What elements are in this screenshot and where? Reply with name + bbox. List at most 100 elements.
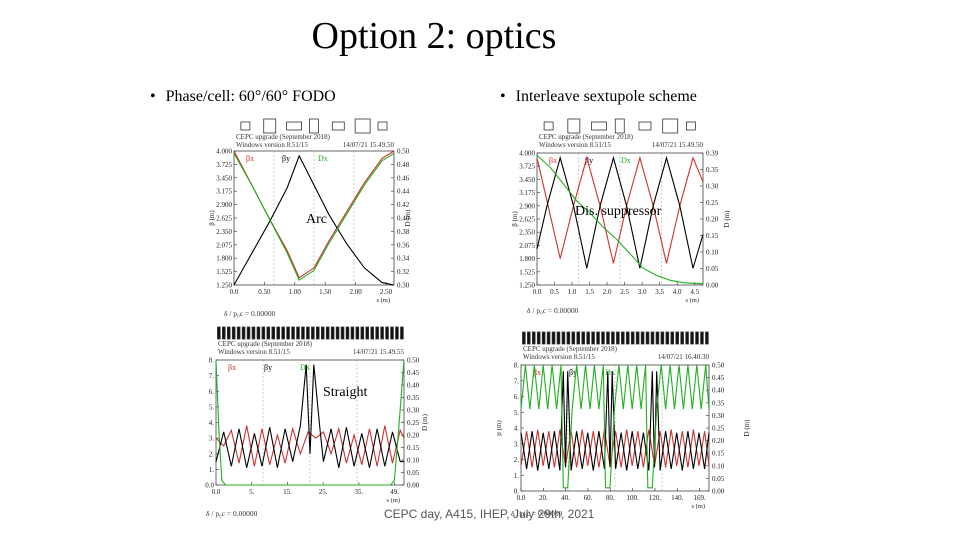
y-left-tick-label: 3.175 bbox=[216, 188, 232, 196]
x-tick-label: 1.50 bbox=[319, 288, 332, 296]
magnet-element bbox=[650, 331, 655, 345]
x-tick-label: 3.0 bbox=[638, 288, 647, 296]
x-tick-label: 100. bbox=[627, 494, 640, 502]
magnet-element bbox=[276, 326, 280, 340]
y-right-axis-label: D (m) bbox=[421, 413, 429, 431]
magnet-element bbox=[551, 331, 556, 345]
y-left-axis-label: β (m) bbox=[511, 211, 519, 227]
y-right-axis-label: D (m) bbox=[743, 419, 751, 437]
magnet-element bbox=[566, 331, 571, 345]
magnet-element bbox=[240, 121, 251, 131]
x-tick-label: 1.5 bbox=[585, 288, 594, 296]
y-right-tick-label: 0.30 bbox=[712, 412, 725, 420]
magnet-element bbox=[561, 331, 566, 345]
magnet-element bbox=[576, 331, 581, 345]
y-left-tick-label: 2. bbox=[209, 450, 215, 458]
magnet-element bbox=[345, 326, 350, 340]
y-left-axis-label: β (m) bbox=[497, 420, 503, 436]
dis-suppressor-plot: CEPC upgrade (September 2018) Windows ver… bbox=[497, 115, 737, 317]
y-right-tick-label: 0.38 bbox=[397, 228, 410, 236]
plot-header-version: Windows version 8.51/15 bbox=[539, 141, 611, 149]
legend-betay: βy bbox=[282, 154, 290, 163]
magnet-element bbox=[531, 331, 536, 345]
bullet-dot-icon: • bbox=[500, 88, 506, 105]
magnet-element bbox=[680, 331, 684, 345]
y-right-tick-label: 0.00 bbox=[407, 482, 420, 490]
plot-header-version: Windows version 8.51/15 bbox=[236, 141, 308, 149]
y-left-tick-label: 8. bbox=[209, 357, 215, 365]
x-tick-label: 2.5 bbox=[620, 288, 629, 296]
x-tick-label: 40. bbox=[561, 494, 570, 502]
straight-plot: CEPC upgrade (September 2018) Windows ver… bbox=[190, 322, 435, 520]
magnet-element bbox=[296, 326, 300, 340]
overlay-label: Dis. suppressor bbox=[575, 204, 662, 219]
y-left-tick-label: 3.725 bbox=[216, 161, 232, 169]
y-right-axis-label: D (m) bbox=[404, 209, 412, 227]
y-left-tick-label: 2.625 bbox=[519, 216, 535, 224]
magnet-element bbox=[380, 326, 384, 340]
plot-header-time: 14/07/21 15.49.55 bbox=[353, 348, 405, 356]
y-left-tick-label: 2.350 bbox=[519, 229, 535, 237]
legend-dx: Dx bbox=[605, 368, 615, 377]
magnet-element bbox=[217, 326, 221, 340]
y-right-tick-label: 0.46 bbox=[397, 174, 410, 182]
y-right-tick-label: 0.05 bbox=[712, 475, 725, 483]
y-right-tick-label: 0.40 bbox=[712, 387, 725, 395]
y-left-tick-label: 1.800 bbox=[519, 255, 535, 263]
plot-header-title: CEPC upgrade (September 2018) bbox=[236, 133, 331, 141]
legend-betay: βy bbox=[585, 156, 593, 165]
magnet-element bbox=[591, 331, 595, 345]
series-line-dx bbox=[215, 359, 405, 486]
magnet-element bbox=[241, 326, 246, 340]
magnet-element bbox=[271, 326, 276, 340]
x-axis-label: s (m) bbox=[691, 503, 705, 510]
magnet-element bbox=[645, 331, 650, 345]
y-right-tick-label: 0.35 bbox=[706, 166, 719, 174]
magnet-element bbox=[685, 331, 689, 345]
y-right-axis-label: D (m) bbox=[723, 210, 731, 228]
x-tick-label: 5. bbox=[249, 488, 255, 496]
arc-plot-svg: CEPC upgrade (September 2018)Windows ver… bbox=[208, 118, 412, 318]
series-line-betax bbox=[536, 155, 704, 264]
magnet-element bbox=[320, 326, 325, 340]
magnet-element bbox=[614, 118, 625, 134]
legend-betay: βy bbox=[264, 363, 272, 372]
magnet-element bbox=[571, 331, 576, 345]
bullet-left: • Phase/cell: 60°/60° FODO bbox=[150, 88, 336, 106]
magnet-element bbox=[286, 326, 290, 340]
y-right-tick-label: 0.40 bbox=[407, 382, 420, 390]
x-tick-label: 20. bbox=[539, 494, 548, 502]
magnet-element bbox=[266, 326, 271, 340]
magnet-element bbox=[263, 118, 277, 134]
magnet-element bbox=[581, 331, 585, 345]
magnet-element bbox=[606, 331, 610, 345]
y-right-tick-label: 0.45 bbox=[712, 374, 725, 382]
magnet-element bbox=[685, 121, 696, 131]
y-left-tick-label: 6. bbox=[514, 393, 520, 401]
bullet-left-text: Phase/cell: 60°/60° FODO bbox=[165, 88, 336, 105]
magnet-element bbox=[400, 326, 404, 340]
overlay-label: Straight bbox=[323, 385, 367, 400]
y-left-tick-label: 3.725 bbox=[519, 163, 535, 171]
arc-plot: CEPC upgrade (September 2018) Windows ver… bbox=[206, 115, 418, 320]
magnet-element bbox=[546, 331, 551, 345]
magnet-element bbox=[543, 121, 554, 131]
magnet-element bbox=[591, 121, 607, 131]
y-left-tick-label: 1.525 bbox=[519, 268, 535, 276]
y-left-tick-label: 2.900 bbox=[519, 202, 535, 210]
plot-footnote: δ / p₀c = 0.00000 bbox=[511, 509, 563, 518]
y-right-tick-label: 0.00 bbox=[712, 488, 725, 496]
x-tick-label: 0.5 bbox=[550, 288, 559, 296]
x-tick-label: 2.50 bbox=[380, 288, 393, 296]
y-left-tick-label: 2.350 bbox=[216, 228, 232, 236]
legend-betax: βx bbox=[549, 156, 557, 165]
magnet-element bbox=[621, 331, 625, 345]
plot-header-version: Windows version 8.51/15 bbox=[523, 353, 595, 361]
magnet-element bbox=[375, 326, 379, 340]
magnet-element bbox=[355, 326, 360, 340]
magnet-element bbox=[665, 331, 670, 345]
y-right-tick-label: 0.20 bbox=[407, 432, 420, 440]
bullet-dot-icon: • bbox=[150, 88, 156, 105]
y-left-tick-label: 3.450 bbox=[519, 176, 535, 184]
x-tick-label: 80. bbox=[606, 494, 615, 502]
